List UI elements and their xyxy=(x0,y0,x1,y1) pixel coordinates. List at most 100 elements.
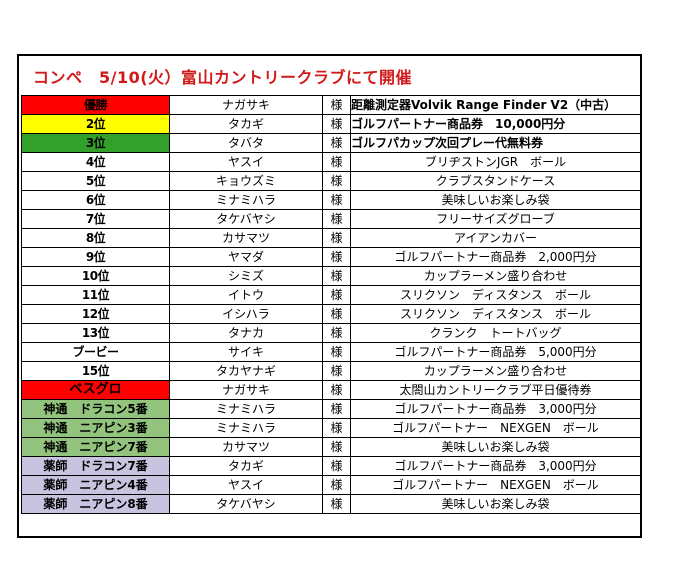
player-name-cell: タケバヤシ xyxy=(169,209,323,229)
honorific-cell: 様 xyxy=(322,418,351,438)
rank-cell: 3位 xyxy=(21,133,170,153)
honorific-cell: 様 xyxy=(322,171,351,191)
prize-cell: ゴルフパートナー商品券 5,000円分 xyxy=(350,342,641,362)
honorific-cell: 様 xyxy=(322,95,351,115)
table-row: 神通 ニアピン7番 カサマツ様美味しいお楽しみ袋 xyxy=(21,437,641,457)
prize-cell: 美味しいお楽しみ袋 xyxy=(350,437,641,457)
honorific-cell: 様 xyxy=(322,494,351,514)
player-name-cell: ヤスイ xyxy=(169,475,323,495)
prize-cell: フリーサイズグローブ xyxy=(350,209,641,229)
rank-cell: 薬師 ニアピン4番 xyxy=(21,475,170,495)
table-row: 12位 イシハラ様スリクソン ディスタンス ボール xyxy=(21,304,641,324)
honorific-cell: 様 xyxy=(322,380,351,400)
table-row: 8位 カサマツ様アイアンカバー xyxy=(21,228,641,248)
table-row: ベスグロ ナガサキ様太閤山カントリークラブ平日優待券 xyxy=(21,380,641,400)
table-row: 神通 ニアピン3番 ミナミハラ様ゴルフパートナー NEXGEN ボール xyxy=(21,418,641,438)
rank-cell: 優勝 xyxy=(21,95,170,115)
prize-cell: ゴルフパートナー商品券 10,000円分 xyxy=(350,114,641,134)
player-name-cell: カサマツ xyxy=(169,437,323,457)
player-name-cell: タナカ xyxy=(169,323,323,343)
player-name-cell: キョウズミ xyxy=(169,171,323,191)
player-name-cell: タカギ xyxy=(169,114,323,134)
prize-cell: ゴルフパートナー商品券 3,000円分 xyxy=(350,456,641,476)
honorific-cell: 様 xyxy=(322,228,351,248)
honorific-cell: 様 xyxy=(322,190,351,210)
player-name-cell: タカギ xyxy=(169,456,323,476)
honorific-cell: 様 xyxy=(322,361,351,381)
prize-cell: クラブスタンドケース xyxy=(350,171,641,191)
results-table: 優勝 ナガサキ様距離測定器Volvik Range Finder V2（中古） 2位… xyxy=(21,95,641,514)
rank-cell: 4位 xyxy=(21,152,170,172)
prize-cell: 美味しいお楽しみ袋 xyxy=(350,190,641,210)
table-row: 11位 イトウ様スリクソン ディスタンス ボール xyxy=(21,285,641,305)
player-name-cell: ミナミハラ xyxy=(169,418,323,438)
table-row: 15位 タカヤナギ様カップラーメン盛り合わせ xyxy=(21,361,641,381)
table-row: 3位 タバタ様ゴルフパカップ次回プレー代無料券 xyxy=(21,133,641,153)
player-name-cell: カサマツ xyxy=(169,228,323,248)
rank-cell: 神通 ニアピン7番 xyxy=(21,437,170,457)
prize-cell: カップラーメン盛り合わせ xyxy=(350,266,641,286)
rank-cell: 神通 ドラコン5番 xyxy=(21,399,170,419)
honorific-cell: 様 xyxy=(322,323,351,343)
honorific-cell: 様 xyxy=(322,266,351,286)
rank-cell: 薬師 ドラコン7番 xyxy=(21,456,170,476)
player-name-cell: イトウ xyxy=(169,285,323,305)
prize-cell: ゴルフパートナー商品券 2,000円分 xyxy=(350,247,641,267)
player-name-cell: ミナミハラ xyxy=(169,190,323,210)
player-name-cell: ミナミハラ xyxy=(169,399,323,419)
prize-cell: 美味しいお楽しみ袋 xyxy=(350,494,641,514)
player-name-cell: タカヤナギ xyxy=(169,361,323,381)
player-name-cell: タバタ xyxy=(169,133,323,153)
rank-cell: 15位 xyxy=(21,361,170,381)
prize-cell: 太閤山カントリークラブ平日優待券 xyxy=(350,380,641,400)
player-name-cell: シミズ xyxy=(169,266,323,286)
player-name-cell: ナガサキ xyxy=(169,380,323,400)
rank-cell: 13位 xyxy=(21,323,170,343)
table-row: 9位 ヤマダ様ゴルフパートナー商品券 2,000円分 xyxy=(21,247,641,267)
player-name-cell: タケバヤシ xyxy=(169,494,323,514)
honorific-cell: 様 xyxy=(322,114,351,134)
results-sheet: コンペ 5/10(火）富山カントリークラブにて開催 優勝 ナガサキ様距離測定器Vo… xyxy=(17,54,642,538)
table-row: 10位 シミズ様カップラーメン盛り合わせ xyxy=(21,266,641,286)
table-row: 薬師 ニアピン4番 ヤスイ様ゴルフパートナー NEXGEN ボール xyxy=(21,475,641,495)
rank-cell: 11位 xyxy=(21,285,170,305)
honorific-cell: 様 xyxy=(322,209,351,229)
prize-cell: スリクソン ディスタンス ボール xyxy=(350,304,641,324)
rank-cell: 7位 xyxy=(21,209,170,229)
player-name-cell: イシハラ xyxy=(169,304,323,324)
prize-cell: ゴルフパートナー NEXGEN ボール xyxy=(350,418,641,438)
honorific-cell: 様 xyxy=(322,437,351,457)
prize-cell: ゴルフパートナー商品券 3,000円分 xyxy=(350,399,641,419)
honorific-cell: 様 xyxy=(322,342,351,362)
honorific-cell: 様 xyxy=(322,475,351,495)
prize-cell: スリクソン ディスタンス ボール xyxy=(350,285,641,305)
rank-cell: 神通 ニアピン3番 xyxy=(21,418,170,438)
table-row: 神通 ドラコン5番 ミナミハラ様ゴルフパートナー商品券 3,000円分 xyxy=(21,399,641,419)
rank-cell: 6位 xyxy=(21,190,170,210)
rank-cell: 9位 xyxy=(21,247,170,267)
rank-cell: 10位 xyxy=(21,266,170,286)
table-row: 4位 ヤスイ様ブリヂストンJGR ボール xyxy=(21,152,641,172)
table-row: 7位 タケバヤシ様フリーサイズグローブ xyxy=(21,209,641,229)
honorific-cell: 様 xyxy=(322,247,351,267)
honorific-cell: 様 xyxy=(322,152,351,172)
prize-cell: ゴルフパカップ次回プレー代無料券 xyxy=(350,133,641,153)
prize-cell: 距離測定器Volvik Range Finder V2（中古） xyxy=(350,95,641,115)
honorific-cell: 様 xyxy=(322,285,351,305)
rank-cell: 5位 xyxy=(21,171,170,191)
rank-cell: ベスグロ xyxy=(21,380,170,400)
player-name-cell: ナガサキ xyxy=(169,95,323,115)
table-row: 5位 キョウズミ様クラブスタンドケース xyxy=(21,171,641,191)
table-row: 優勝 ナガサキ様距離測定器Volvik Range Finder V2（中古） xyxy=(21,95,641,115)
rank-cell: 12位 xyxy=(21,304,170,324)
prize-cell: カップラーメン盛り合わせ xyxy=(350,361,641,381)
honorific-cell: 様 xyxy=(322,304,351,324)
table-row: ブービー サイキ様ゴルフパートナー商品券 5,000円分 xyxy=(21,342,641,362)
prize-cell: アイアンカバー xyxy=(350,228,641,248)
rank-cell: 8位 xyxy=(21,228,170,248)
table-row: 薬師 ニアピン8番 タケバヤシ様美味しいお楽しみ袋 xyxy=(21,494,641,514)
honorific-cell: 様 xyxy=(322,456,351,476)
prize-cell: ゴルフパートナー NEXGEN ボール xyxy=(350,475,641,495)
rank-cell: 薬師 ニアピン8番 xyxy=(21,494,170,514)
honorific-cell: 様 xyxy=(322,399,351,419)
